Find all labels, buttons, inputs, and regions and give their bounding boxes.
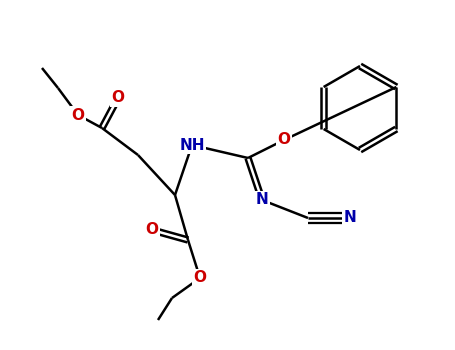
Text: NH: NH — [179, 138, 205, 153]
Text: O: O — [111, 91, 125, 105]
Text: O: O — [193, 271, 207, 286]
Text: O: O — [146, 223, 158, 238]
Text: O: O — [71, 107, 85, 122]
Text: O: O — [278, 133, 290, 147]
Text: N: N — [256, 193, 268, 208]
Text: N: N — [344, 210, 356, 225]
